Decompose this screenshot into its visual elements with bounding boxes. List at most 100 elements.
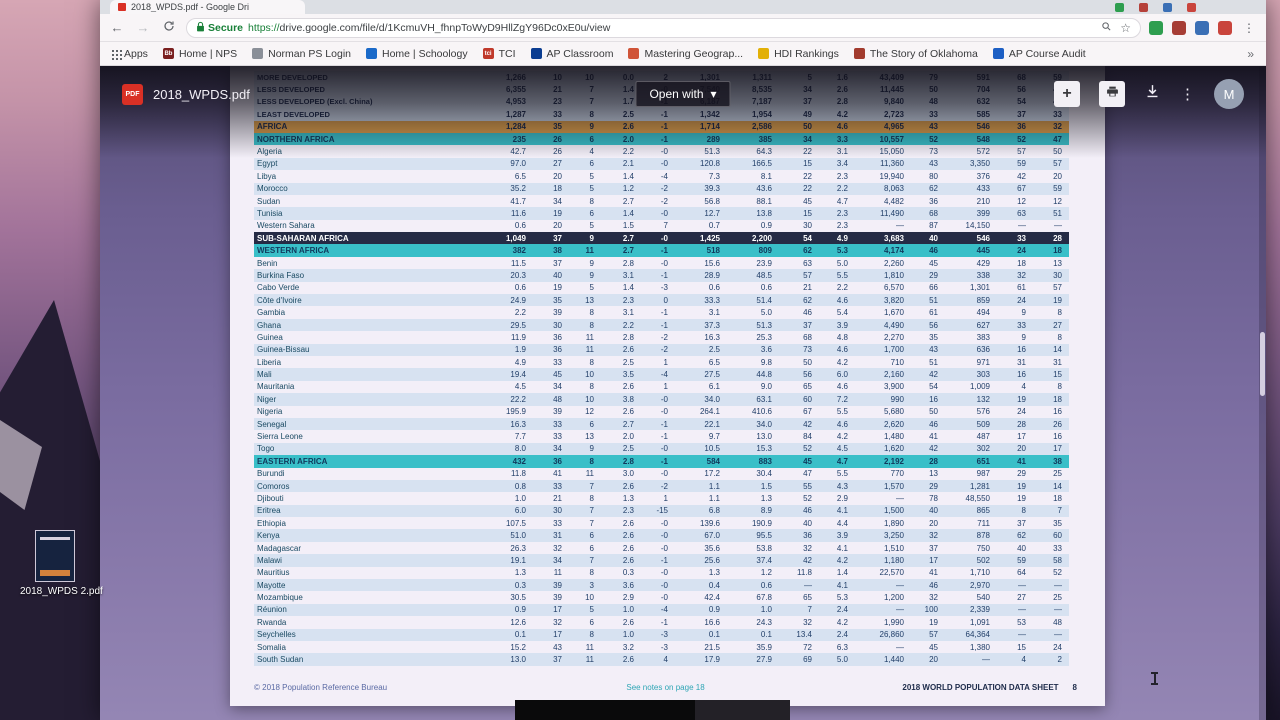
table-row: Réunion 0.9 17 5 1.0 -4 0.9 1.0 7 2.4 — 100 2,339 — — [254,603,1069,617]
extension-icon[interactable] [1195,20,1209,35]
cell-value: 8 [1057,382,1062,392]
cell-value: 4.1 [836,580,848,590]
bookmark-item[interactable]: AP Classroom [530,48,613,60]
more-actions-icon[interactable]: ⋮ [1180,86,1195,103]
bookmark-item[interactable]: Norman PS Login [252,48,351,60]
bookmark-label: AP Course Audit [1008,47,1086,60]
table-row: Benin 11.5 37 9 2.8 -0 15.6 23.9 63 5.0 2,260 45 429… [254,257,1069,269]
bookmark-item[interactable]: Mastering Geograp... [628,48,743,60]
extension-icon[interactable] [1149,20,1163,35]
cell-value: 7 [807,605,812,615]
cell-value: 9 [589,270,594,280]
cell-value: 1,091 [969,617,990,627]
extension-icon[interactable] [1172,20,1186,35]
download-button[interactable] [1144,83,1161,105]
cell-value: 16 [1017,345,1026,355]
cell-value: 25 [1053,593,1062,603]
cell-value: 45 [929,258,938,268]
row-label: Comoros [257,481,290,491]
cell-value: 45 [803,196,812,206]
bookmark-item[interactable]: Home | Schoology [366,48,468,60]
viewer-scrollbar[interactable] [1259,66,1266,720]
cell-value: 34 [553,555,562,565]
cell-value: 0.6 [514,283,526,293]
bookmark-item[interactable]: HDI Rankings [758,48,839,60]
cell-value: 37 [553,655,562,665]
bottom-bar [515,700,695,720]
row-label: SUB-SAHARAN AFRICA [257,233,349,243]
cell-value: 4.2 [836,357,848,367]
cell-value: 38 [1053,456,1062,466]
cell-value: 34 [553,444,562,454]
cell-value: 1,700 [883,345,904,355]
row-label: Malawi [257,555,282,565]
cell-value: 16.3 [704,332,720,342]
background-tab[interactable] [1139,2,1148,12]
cell-value: 7.7 [514,432,526,442]
cell-value: 13.8 [756,208,772,218]
bookmark-item[interactable]: AP Course Audit [992,47,1086,60]
bookmarks-apps-item[interactable]: Apps [112,48,148,60]
cell-value: 4.3 [836,481,848,491]
refresh-icon[interactable] [160,18,178,38]
cell-value: 11 [585,332,594,342]
cell-value: 11 [585,642,594,652]
browser-menu-icon[interactable]: ⋮ [1243,20,1255,35]
bookmark-item[interactable]: Bb Home | NPS [162,48,237,60]
cell-value: 65 [803,593,812,603]
cell-value: 13.0 [510,655,526,665]
extension-icon[interactable] [1218,20,1232,35]
print-button[interactable] [1099,81,1125,107]
cell-value: 651 [976,456,990,466]
cell-value: 2.6 [622,407,634,417]
row-label: Madagascar [257,543,302,553]
add-to-drive-button[interactable]: + [1054,81,1080,107]
cell-value: 35.9 [756,642,772,652]
secure-indicator[interactable]: Secure [196,21,243,35]
cell-value: 72 [803,642,812,652]
bookmark-item[interactable]: The Story of Oklahoma [853,48,978,60]
cell-value: 46 [929,580,938,590]
account-avatar[interactable]: M [1214,79,1244,109]
pdf-type-icon: PDF [122,83,143,105]
cell-value: 13 [929,469,938,479]
cell-value: 11 [585,469,594,479]
cell-value: 4.6 [836,382,848,392]
cell-value: 3.9 [836,531,848,541]
cell-value: -15 [656,506,668,516]
scrollbar-thumb[interactable] [1260,332,1265,396]
bookmark-item[interactable]: tci TCI [482,48,516,60]
back-icon[interactable]: ← [110,19,124,35]
cell-value: -0 [660,407,668,417]
cell-value: 0.7 [708,221,720,231]
cell-value: -0 [660,593,668,603]
tab-strip: 2018_WPDS.pdf - Google Dri [100,0,1266,14]
background-tab[interactable] [1163,2,1172,12]
desktop-file-icon[interactable]: 2018_WPDS 2.pdf [20,530,103,597]
cell-value: 41 [1017,456,1026,466]
bookmark-favicon-icon [530,48,542,59]
drive-toolbar-overlay: PDF 2018_WPDS.pdf + ⋮ M [100,66,1266,158]
open-with-button[interactable]: Open with ▾ [635,81,731,107]
address-bar[interactable]: Secure https://drive.google.com/file/d/1… [186,17,1141,38]
cell-value: 540 [976,593,990,603]
cell-value: -1 [660,617,668,627]
cell-value: 12 [1017,196,1026,206]
forward-icon[interactable]: → [136,19,150,35]
bookmarks-overflow-icon[interactable]: » [1247,46,1254,61]
cell-value: — [1018,580,1026,590]
cell-value: 39 [553,593,562,603]
background-tab[interactable] [1115,2,1124,12]
pdf-file-thumbnail[interactable] [35,530,75,582]
background-tab[interactable] [1187,2,1196,12]
active-tab[interactable]: 2018_WPDS.pdf - Google Dri [110,0,305,14]
cell-value: 57 [1053,283,1062,293]
cell-value: 24 [1017,246,1026,256]
cell-value: — [896,221,904,231]
cell-value: -4 [660,370,668,380]
cell-value: 12.7 [704,208,720,218]
zoom-search-icon[interactable] [1101,19,1112,37]
cell-value: — [1054,580,1062,590]
bookmark-star-icon[interactable]: ☆ [1120,20,1131,35]
cell-value: 546 [976,233,990,243]
